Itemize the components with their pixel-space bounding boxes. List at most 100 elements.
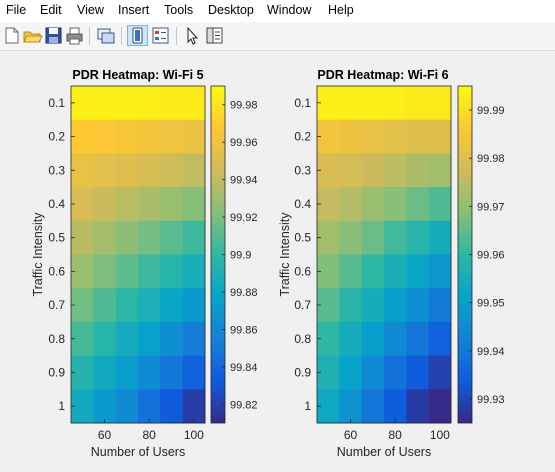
- heatmap-cell: [182, 288, 206, 323]
- heatmap-cell: [384, 254, 407, 289]
- heatmap-cell: [406, 321, 430, 356]
- y-tick-label: 0.5: [294, 231, 311, 245]
- heatmap-cell: [406, 288, 430, 323]
- heatmap-cell: [317, 321, 340, 356]
- heatmap-cell: [384, 220, 407, 255]
- heatmap-cell: [138, 119, 161, 154]
- heatmap-cell: [138, 187, 161, 222]
- heatmap-cell: [339, 389, 363, 424]
- heatmap-cell: [428, 389, 452, 424]
- open-file-icon[interactable]: [22, 25, 43, 46]
- heatmap-cell: [93, 254, 117, 289]
- menu-insert[interactable]: Insert: [118, 3, 150, 17]
- heatmap-cell: [339, 86, 363, 121]
- colorbar-tick-label: 99.94: [230, 175, 258, 187]
- heatmap-cell: [71, 119, 94, 154]
- heatmap-cell: [71, 321, 94, 356]
- heatmap-cell: [361, 355, 385, 390]
- heatmap-cell: [115, 288, 139, 323]
- colorbar-tick-label: 99.88: [230, 287, 258, 299]
- y-tick-label: 0.3: [48, 163, 65, 177]
- y-tick-label: 0.8: [294, 332, 311, 346]
- heatmap-cell: [93, 86, 117, 121]
- heatmap-cell: [428, 86, 452, 121]
- menu-window[interactable]: Window: [267, 3, 312, 17]
- heatmap-cell: [361, 321, 385, 356]
- heatmap-cell: [361, 153, 385, 188]
- y-tick-label: 0.8: [48, 332, 65, 346]
- insert-legend-icon[interactable]: [150, 25, 171, 46]
- print-icon[interactable]: [64, 25, 85, 46]
- colorbar-tick-label: 99.9: [230, 250, 251, 262]
- new-figure-icon[interactable]: [1, 25, 22, 46]
- colorbar-tick-label: 99.98: [477, 153, 505, 165]
- save-icon[interactable]: [43, 25, 64, 46]
- heatmap-cell: [71, 355, 94, 390]
- y-axis-label: Traffic Intensity: [31, 212, 45, 297]
- menu-desktop[interactable]: Desktop: [208, 3, 254, 17]
- heatmap-cell: [406, 187, 430, 222]
- link-plot-icon[interactable]: [95, 25, 116, 46]
- heatmap-cell: [115, 254, 139, 289]
- heatmap-cell: [71, 153, 94, 188]
- heatmap-cell: [138, 288, 161, 323]
- heatmap-cell: [182, 153, 206, 188]
- heatmap-cell: [339, 187, 363, 222]
- heatmap-cell: [317, 220, 340, 255]
- heatmap-cell: [182, 220, 206, 255]
- toolbar-separator: [176, 27, 177, 45]
- chart-title: PDR Heatmap: Wi-Fi 5: [72, 68, 203, 82]
- heatmap-cell: [93, 187, 117, 222]
- heatmap-cell: [160, 153, 184, 188]
- colorbar-tick-label: 99.96: [477, 250, 505, 262]
- heatmap-cell: [115, 389, 139, 424]
- heatmap-cell: [406, 355, 430, 390]
- heatmap-cell: [71, 187, 94, 222]
- menu-file[interactable]: File: [6, 3, 27, 17]
- toolbar-separator: [121, 27, 122, 45]
- heatmap-cell: [160, 86, 184, 121]
- heatmap-cell: [339, 321, 363, 356]
- heatmap-cell: [361, 86, 385, 121]
- y-tick-label: 0.6: [48, 264, 65, 278]
- heatmap-cell: [71, 86, 94, 121]
- y-tick-label: 0.2: [48, 130, 65, 144]
- y-tick-label: 0.4: [294, 197, 311, 211]
- y-tick-label: 0.9: [48, 365, 65, 379]
- toolbar: [0, 22, 555, 51]
- heatmap-cell: [182, 321, 206, 356]
- menu-tools[interactable]: Tools: [164, 3, 194, 17]
- chart-title: PDR Heatmap: Wi-Fi 6: [317, 68, 448, 82]
- menu-view[interactable]: View: [77, 3, 104, 17]
- heatmap-cell: [317, 254, 340, 289]
- heatmap-cell: [93, 321, 117, 356]
- heatmap-cell: [339, 254, 363, 289]
- heatmap-cell: [138, 254, 161, 289]
- y-tick-label: 0.7: [294, 298, 311, 312]
- x-tick-label: 60: [344, 428, 358, 442]
- heatmap-cell: [182, 86, 206, 121]
- insert-colorbar-icon[interactable]: [127, 25, 148, 46]
- y-tick-label: 1: [58, 399, 65, 413]
- heatmap-cell: [93, 119, 117, 154]
- heatmap-cell: [138, 153, 161, 188]
- heatmap-cell: [160, 119, 184, 154]
- heatmap-cell: [93, 288, 117, 323]
- heatmap-cell: [317, 119, 340, 154]
- heatmap-cell: [339, 288, 363, 323]
- heatmap-cell: [428, 119, 452, 154]
- pointer-icon[interactable]: [182, 25, 203, 46]
- axes-frame: [316, 85, 452, 424]
- menu-help[interactable]: Help: [328, 3, 354, 17]
- property-inspector-icon[interactable]: [204, 25, 225, 46]
- heatmap-cell: [361, 288, 385, 323]
- heatmap-cell: [361, 119, 385, 154]
- menu-edit[interactable]: Edit: [40, 3, 62, 17]
- heatmap-cell: [115, 321, 139, 356]
- heatmap-cell: [317, 288, 340, 323]
- heatmap-cell: [115, 355, 139, 390]
- heatmap-cell: [115, 153, 139, 188]
- heatmap-cell: [160, 220, 184, 255]
- heatmap-cell: [406, 389, 430, 424]
- heatmap-cell: [93, 389, 117, 424]
